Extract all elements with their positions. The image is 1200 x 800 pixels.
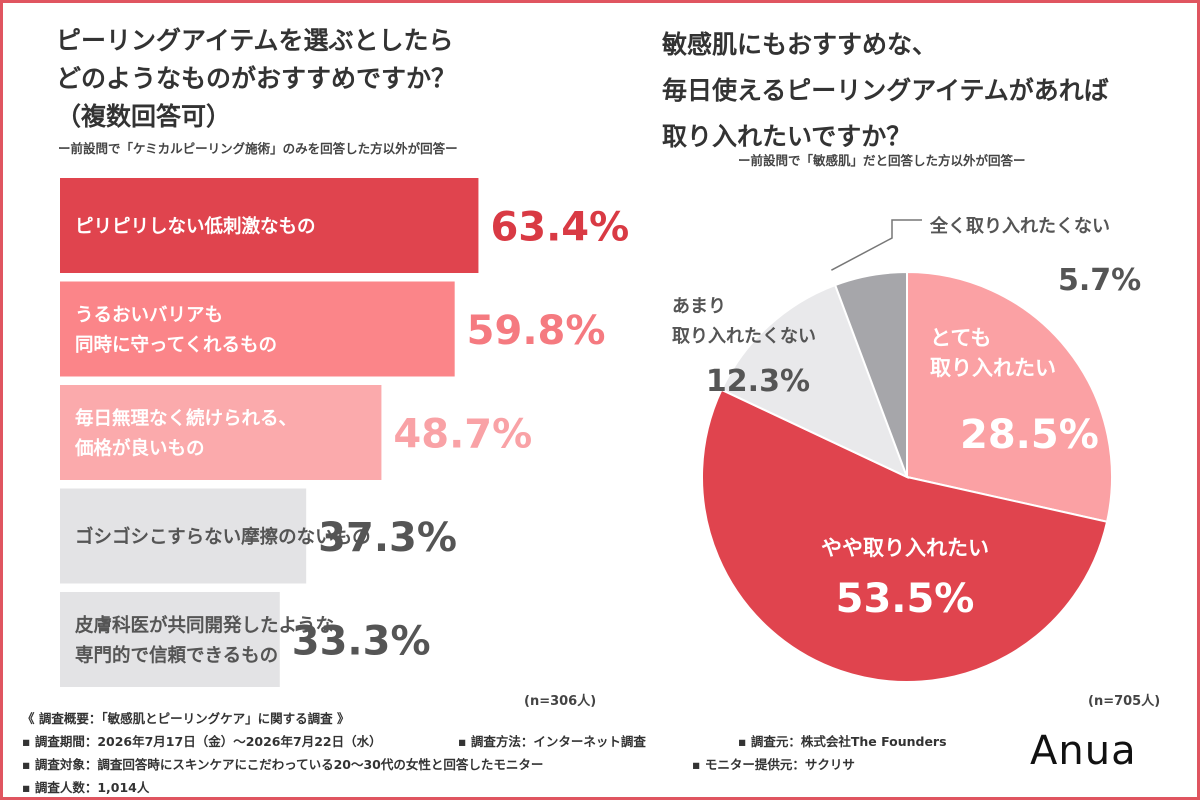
survey-method: ▪ 調査方法：インターネット調査: [458, 734, 646, 749]
bar: [60, 592, 280, 687]
left-chart-title: ピーリングアイテムを選ぶとしたら どのようなものがおすすめですか？ （複数回答可…: [56, 22, 576, 136]
pie-slice: [701, 388, 1109, 683]
pie-slice-label: 取り入れたくない: [672, 326, 816, 347]
pie-value-label: 53.5%: [836, 576, 975, 622]
right-title-line: 敏感肌にもおすすめな、: [662, 30, 938, 59]
bar-category-label: 価格が良いもの: [74, 438, 205, 460]
left-sample-size: (n=306人): [524, 694, 597, 709]
bar: [60, 488, 307, 584]
survey-period: ▪ 調査期間：2026年7月17日（金）〜2026年7月22日（水）: [22, 734, 382, 749]
pie-value-label: 5.7%: [1058, 263, 1141, 298]
bar-category-label: ゴシゴシこすらない摩擦のないもの: [75, 526, 371, 548]
pie-leader-line: [831, 219, 922, 271]
survey-target: ▪ 調査対象：調査回答時にスキンケアにこだわっている20〜30代の女性と回答した…: [22, 757, 544, 772]
anua-logo: Anua: [1030, 728, 1137, 774]
pie-slice-label: やや取り入れたい: [821, 536, 989, 560]
bar-category-label: 毎日無理なく続けられる、: [75, 408, 297, 430]
survey-count: ▪ 調査人数：1,014人: [22, 780, 150, 795]
right-title-line: 毎日使えるピーリングアイテムがあれば: [662, 76, 1109, 105]
pie-slice-label: あまり: [672, 296, 726, 317]
pie-slice: [833, 270, 908, 478]
pie-value-label: 28.5%: [960, 412, 1099, 458]
right-chart-note: ー前設問で「敏感肌」だと回答した方以外が回答ー: [738, 153, 1026, 168]
survey-provider: ▪ モニター提供元：サクリサ: [692, 757, 855, 772]
bar: [60, 178, 479, 273]
bar-category-label: 専門的で信頼できるもの: [75, 645, 278, 667]
right-sample-size: (n=705人): [1088, 694, 1161, 709]
bar-category-label: 皮膚科医が共同開発したような、: [75, 615, 353, 637]
bar-value-label: 59.8%: [467, 308, 606, 354]
bar-category-label: うるおいバリアも: [75, 305, 223, 326]
right-chart-title: 敏感肌にもおすすめな、 毎日使えるピーリングアイテムがあれば 取り入れたいですか…: [662, 22, 1182, 160]
pie-slice-label: 全く取り入れたくない: [929, 215, 1110, 237]
pie-value-label: 12.3%: [706, 364, 810, 399]
survey-heading: 《 調査概要：「敏感肌とピーリングケア」に関する調査 》: [22, 711, 350, 726]
left-title-line: ピーリングアイテムを選ぶとしたら: [56, 26, 454, 55]
survey-source: ▪ 調査元：株式会社The Founders: [738, 734, 947, 749]
left-title-line: どのようなものがおすすめですか？: [56, 64, 457, 93]
left-title-line: （複数回答可）: [56, 102, 232, 131]
pie-slice: [720, 283, 909, 479]
bar-value-label: 48.7%: [393, 412, 532, 458]
pie-slice-label: とても: [930, 326, 991, 350]
bar-value-label: 63.4%: [490, 205, 629, 251]
bar: [60, 385, 382, 480]
pie-slice: [906, 270, 1113, 523]
right-title-line: 取り入れたいですか？: [662, 122, 912, 151]
bar-value-label: 33.3%: [292, 619, 431, 665]
left-chart-note: ー前設問で「ケミカルピーリング施術」のみを回答した方以外が回答ー: [58, 141, 458, 156]
bar-category-label: 同時に守ってくれるもの: [75, 334, 277, 356]
pie-slice-label: 取り入れたい: [930, 356, 1056, 380]
bar-value-label: 37.3%: [318, 515, 457, 561]
bar-category-label: ピリピリしない低刺激なもの: [75, 216, 316, 238]
bar: [60, 281, 455, 377]
